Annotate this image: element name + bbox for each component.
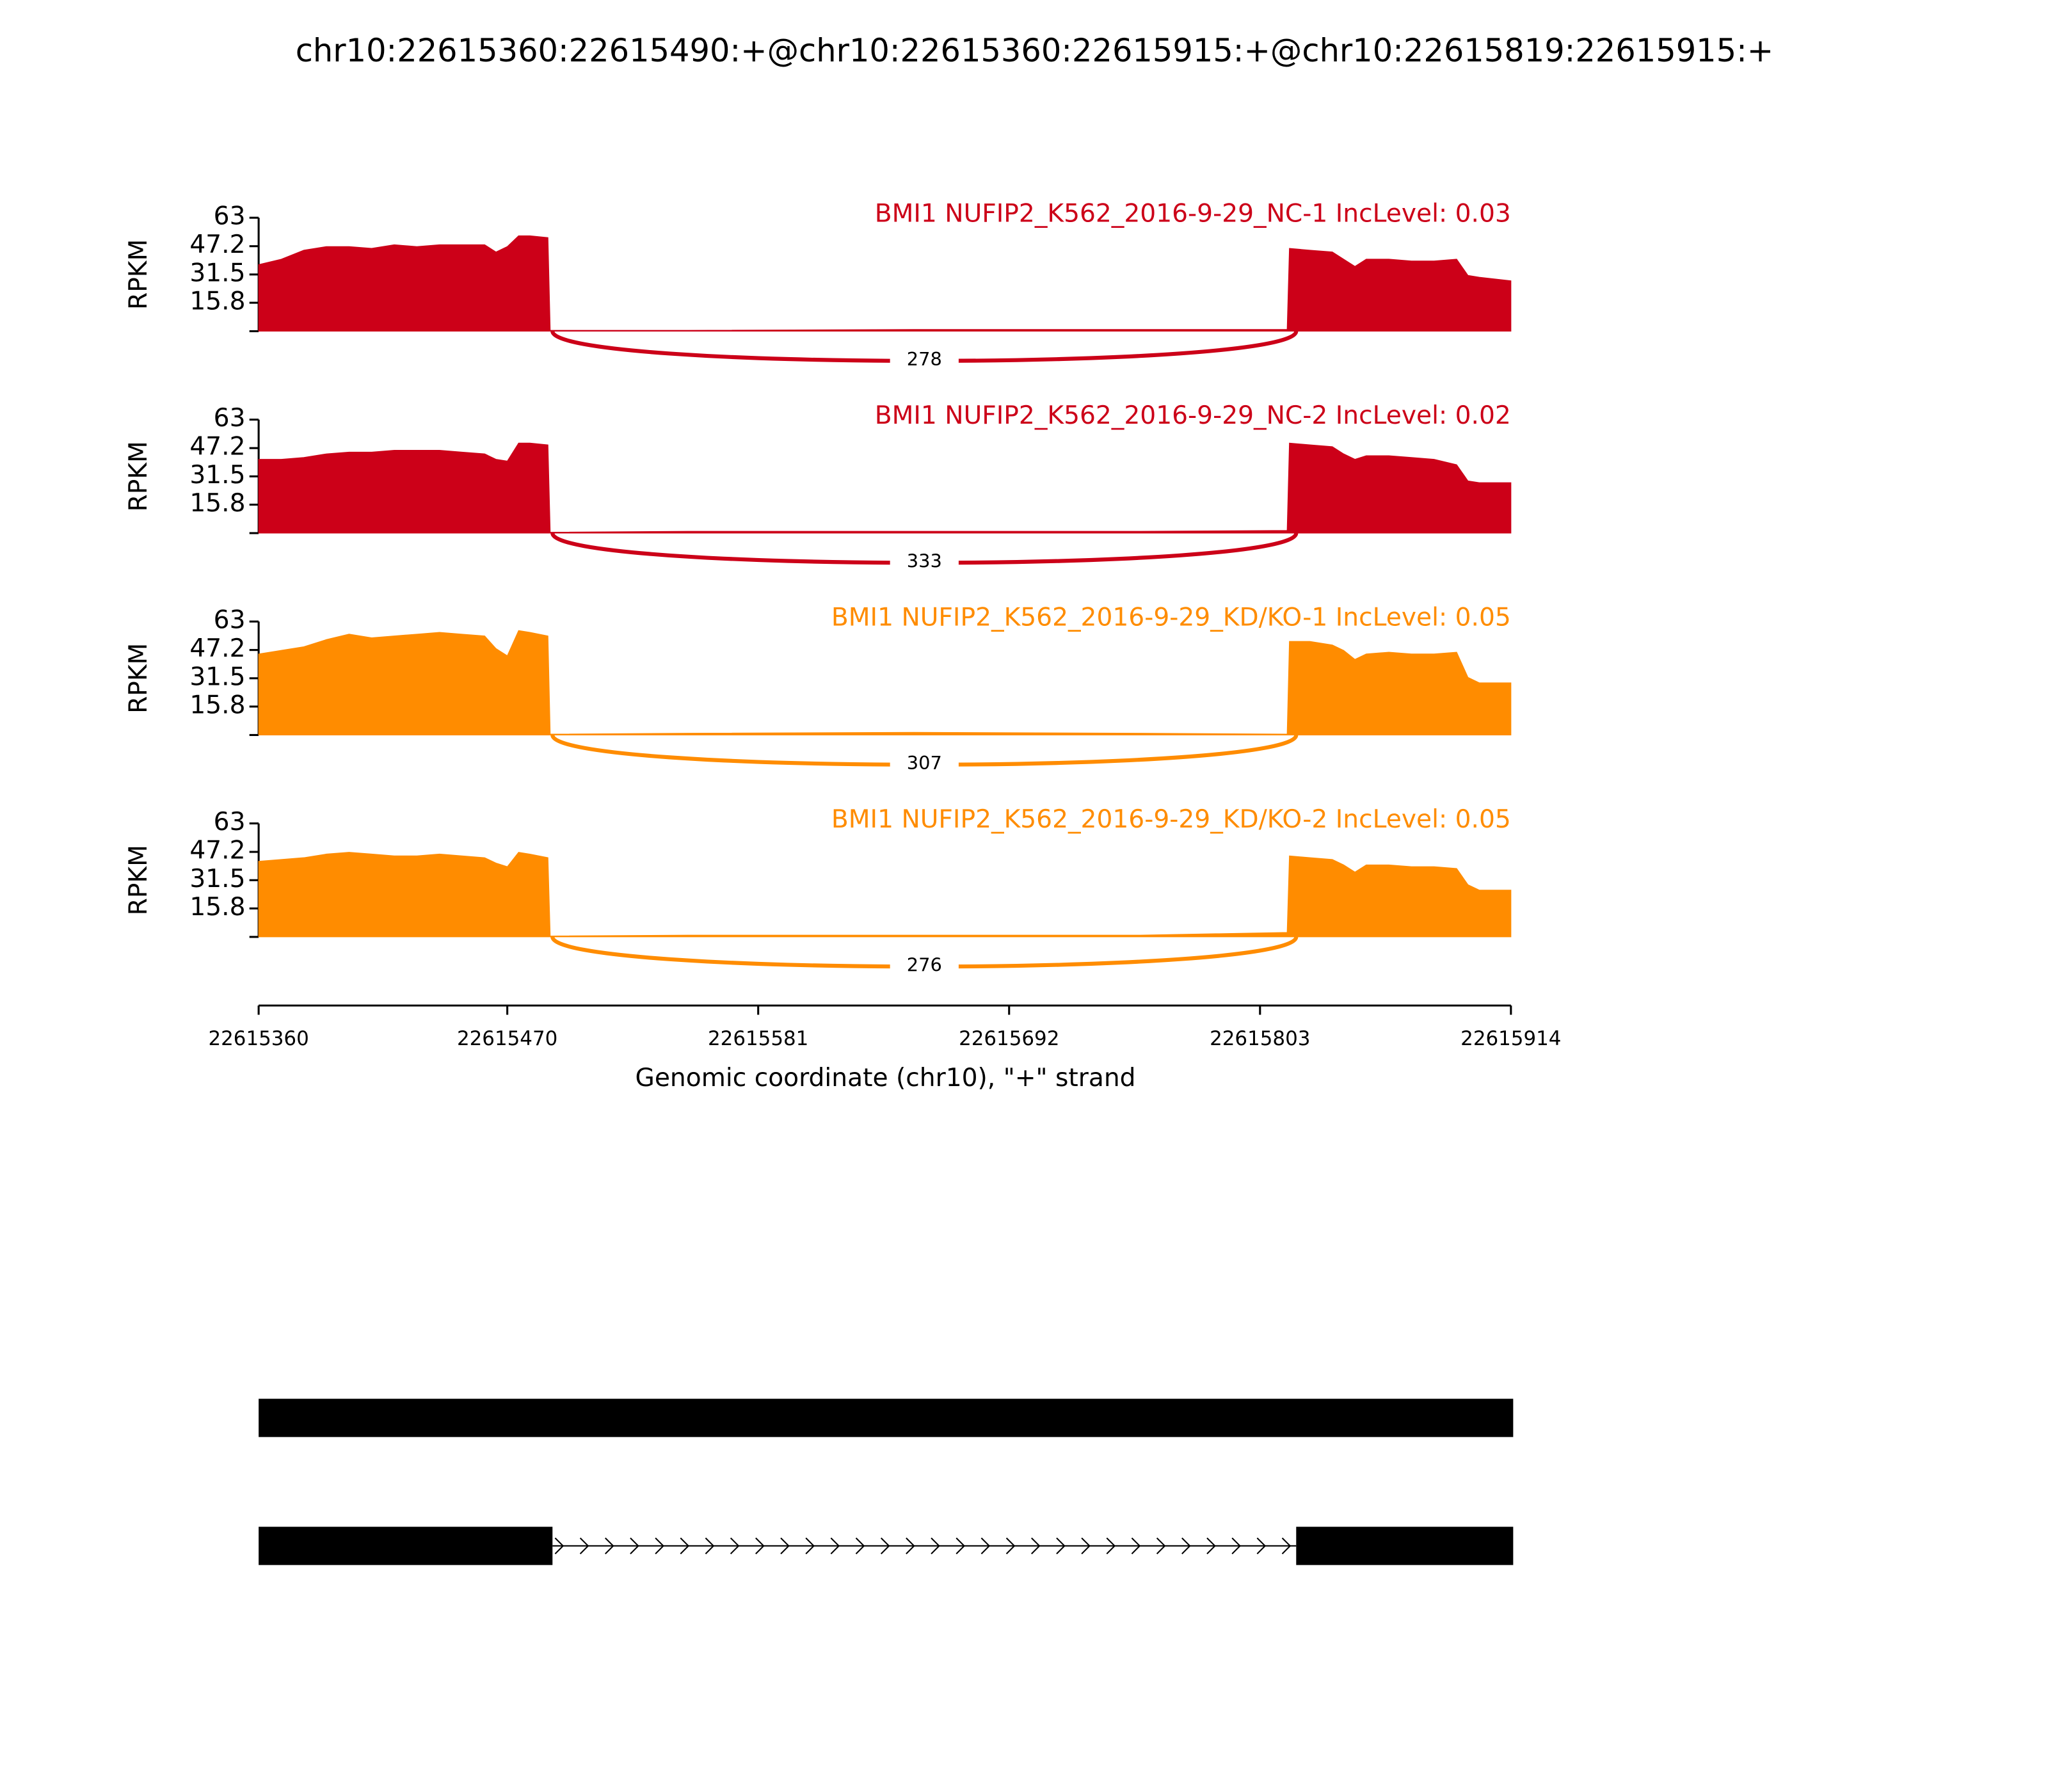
y-tick-label: 31.5 [189,662,245,691]
x-tick-label: 22615581 [708,1027,808,1050]
strand-chevron [780,1537,790,1555]
strand-chevron [605,1537,614,1555]
y-tick-label: 63 [214,202,246,231]
y-axis-label: RPKM [124,845,153,915]
junction-label-bg [890,753,959,775]
junction-count: 307 [907,752,942,774]
panel-label: BMI1 NUFIP2_K562_2016-9-29_KD/KO-2 IncLe… [831,805,1511,834]
x-tick-label: 22615692 [959,1027,1059,1050]
y-axis-label: RPKM [124,239,153,310]
strand-chevron [579,1537,589,1555]
strand-chevron [1056,1537,1066,1555]
strand-chevron [1181,1537,1191,1555]
y-tick-label: 63 [214,404,246,433]
exon [259,1398,1514,1437]
panel-label: BMI1 NUFIP2_K562_2016-9-29_NC-1 IncLevel… [875,200,1511,228]
y-tick-label: 63 [214,606,246,635]
strand-chevron [1206,1537,1216,1555]
coverage-area [258,630,1512,735]
strand-chevron [705,1537,715,1555]
x-tick-label: 22615914 [1460,1027,1561,1050]
y-tick-label: 15.8 [189,893,245,922]
strand-chevron [956,1537,966,1555]
junction-count: 333 [907,550,942,572]
strand-chevron [1031,1537,1041,1555]
strand-chevron [931,1537,940,1555]
strand-chevron [805,1537,815,1555]
y-tick-label: 15.8 [189,691,245,719]
coverage-area [258,235,1512,332]
junction-label-bg [890,349,959,371]
x-tick-label: 22615360 [208,1027,308,1050]
strand-chevron [1081,1537,1091,1555]
y-axis-label: RPKM [124,643,153,714]
y-tick-label: 47.2 [189,230,245,259]
exon [1296,1526,1514,1565]
strand-chevron [1256,1537,1267,1555]
strand-chevron [1106,1537,1116,1555]
x-tick-label: 22615470 [457,1027,557,1050]
strand-chevron [755,1537,765,1555]
y-tick-label: 47.2 [189,634,245,663]
strand-chevron [906,1537,915,1555]
y-tick-label: 63 [214,808,246,836]
strand-chevron [655,1537,664,1555]
strand-chevron [554,1537,564,1555]
junction-label-bg [890,551,959,573]
y-tick-label: 15.8 [189,287,245,316]
junction-count: 278 [907,348,942,370]
strand-chevron [630,1537,639,1555]
strand-chevron [1131,1537,1141,1555]
strand-chevron [855,1537,865,1555]
junction-count: 276 [907,954,942,975]
strand-chevron [1005,1537,1016,1555]
y-tick-label: 47.2 [189,433,245,461]
coverage-area [258,852,1512,938]
strand-chevron [880,1537,890,1555]
panel-label: BMI1 NUFIP2_K562_2016-9-29_KD/KO-1 IncLe… [831,604,1511,632]
y-tick-label: 47.2 [189,836,245,865]
strand-chevron [830,1537,840,1555]
strand-chevron [1156,1537,1166,1555]
y-axis-label: RPKM [124,441,153,511]
junction-label-bg [890,955,959,977]
x-axis-label: Genomic coordinate (chr10), "+" strand [636,1064,1136,1092]
y-tick-label: 31.5 [189,461,245,490]
y-tick-label: 31.5 [189,865,245,893]
strand-chevron [680,1537,690,1555]
coverage-area [258,442,1512,534]
strand-chevron [730,1537,740,1555]
panel-label: BMI1 NUFIP2_K562_2016-9-29_NC-2 IncLevel… [875,401,1511,430]
chart-title: chr10:22615360:22615490:+@chr10:22615360… [296,32,1774,69]
strand-chevron [980,1537,991,1555]
exon [259,1526,553,1565]
strand-chevron [1281,1537,1292,1555]
strand-chevron [1231,1537,1241,1555]
y-tick-label: 31.5 [189,259,245,287]
x-tick-label: 22615803 [1210,1027,1310,1050]
y-tick-label: 15.8 [189,489,245,518]
